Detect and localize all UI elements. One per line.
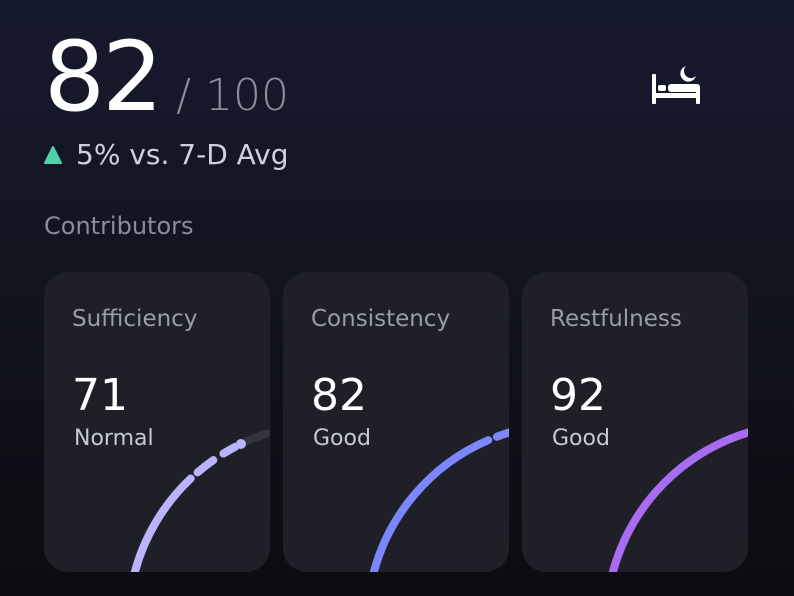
gauge-fill	[369, 436, 493, 572]
score-value: 82	[44, 21, 163, 133]
card-status: Good	[313, 426, 371, 451]
contributor-card-restfulness[interactable]: Restfulness 92 Good	[522, 272, 748, 572]
contributor-cards: Sufficiency 71 Normal Consistency 82 Goo…	[44, 272, 748, 572]
contributors-label: Contributors	[44, 212, 194, 240]
sleep-score: 82 / 100	[44, 22, 289, 132]
gauge-track	[242, 428, 270, 446]
card-status: Good	[552, 426, 610, 451]
card-value: 82	[311, 370, 367, 421]
card-value: 92	[550, 370, 606, 421]
contributor-gauge	[608, 428, 748, 572]
card-status: Normal	[74, 426, 154, 451]
trend-up-icon	[44, 145, 62, 164]
gauge-fill	[608, 428, 748, 572]
contributor-gauge	[369, 428, 509, 572]
card-title: Consistency	[311, 306, 451, 332]
contributor-card-consistency[interactable]: Consistency 82 Good	[283, 272, 509, 572]
contributor-gauge	[130, 428, 270, 572]
bed-moon-icon[interactable]	[650, 60, 702, 108]
gauge-end-dot	[235, 438, 246, 449]
trend-text: 5% vs. 7-D Avg	[76, 138, 289, 171]
card-title: Sufficiency	[72, 306, 198, 332]
gauge-fill	[130, 474, 195, 572]
contributor-card-sufficiency[interactable]: Sufficiency 71 Normal	[44, 272, 270, 572]
card-value: 71	[72, 370, 128, 421]
trend-row: 5% vs. 7-D Avg	[44, 138, 289, 171]
card-title: Restfulness	[550, 306, 682, 332]
gauge-fill-dashes	[193, 442, 240, 477]
score-total: / 100	[176, 70, 289, 121]
gauge-fill-dashes	[492, 428, 509, 441]
